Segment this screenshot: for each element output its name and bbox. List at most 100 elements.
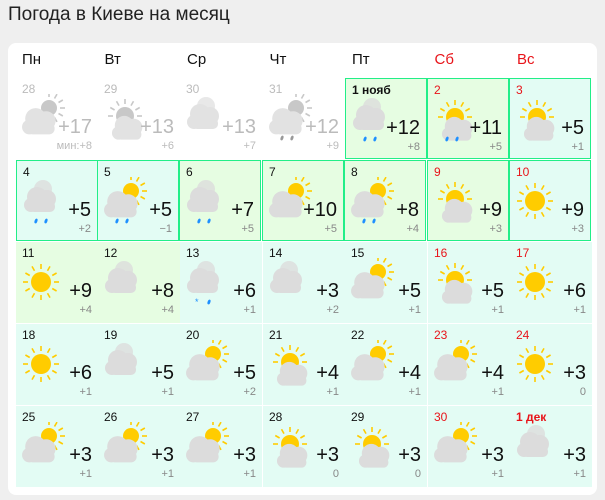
min-temperature: +1 [243,468,256,480]
max-temperature: +4 [481,362,504,384]
min-temperature: +1 [491,304,504,316]
min-temperature: +1 [161,468,174,480]
min-temperature: +3 [571,223,584,235]
day-date: 27 [186,410,200,424]
day-date: 25 [22,410,36,424]
cloud-rain-icon [353,98,385,142]
max-temperature: +3 [69,444,92,466]
day-date: 14 [269,246,283,260]
day-cell[interactable]: 9 +9 +3 [427,160,509,241]
cloud-icon [187,97,219,129]
max-temperature: +3 [563,444,586,466]
day-cell[interactable]: 17 +6 +1 [510,242,592,323]
max-temperature: +9 [561,199,584,221]
max-temperature: +8 [151,280,174,302]
day-cell[interactable]: 16 +5 +1 [428,242,510,323]
day-cell[interactable]: 29 +3 0 [345,406,427,487]
day-cell[interactable]: 14 +3 +2 [263,242,345,323]
cloud-icon [270,261,302,293]
max-temperature: +4 [398,362,421,384]
cloud-sun-icon [434,340,477,381]
min-temperature: +4 [79,304,92,316]
day-cell[interactable]: 25 +3 +1 [16,406,98,487]
day-cell[interactable]: 19 +5 +1 [98,324,180,405]
max-temperature: +17 [58,116,92,138]
day-cell[interactable]: 30 +3 +1 [428,406,510,487]
day-date: 18 [22,328,36,342]
day-cell[interactable]: 7 +10 +5 [262,160,344,241]
day-cell[interactable]: 5 +5 −1 [97,160,179,241]
day-cell[interactable]: 1 нояб +12 +8 [345,78,427,159]
max-temperature: +3 [316,444,339,466]
min-temperature: 0 [414,468,421,480]
max-temperature: +3 [398,444,421,466]
day-date: 8 [351,165,358,179]
day-date: 24 [516,328,530,342]
max-temperature: +3 [316,280,339,302]
max-temperature: +5 [233,362,256,384]
sun-cloud-icon [438,182,473,223]
max-temperature: +5 [398,280,421,302]
cloud-sun-icon [22,94,65,135]
min-temperature: +3 [489,223,502,235]
sun-icon [517,183,553,219]
max-temperature: +3 [233,444,256,466]
max-temperature: +12 [386,117,420,139]
cloud-snow-icon: * [187,261,219,307]
day-cell[interactable]: 6 +7 +5 [179,160,261,241]
cloud-sun-rain-icon [269,94,312,141]
weekday-header: Пт [352,51,370,68]
day-cell[interactable]: 23 +4 +1 [428,324,510,405]
day-date: 30 [186,82,200,96]
sun-cloud-icon [273,345,308,386]
day-cell[interactable]: 26 +3 +1 [98,406,180,487]
min-temperature: +1 [573,304,586,316]
day-cell[interactable]: 22 +4 +1 [345,324,427,405]
day-cell[interactable]: 2 +11 +5 [427,78,509,159]
day-cell[interactable]: 12 +8 +4 [98,242,180,323]
day-date: 28 [22,82,36,96]
cloud-sun-icon [186,422,229,463]
day-cell[interactable]: 11 +9 +4 [16,242,98,323]
day-cell[interactable]: 27 +3 +1 [180,406,262,487]
day-cell[interactable]: 4 +5 +2 [16,160,98,241]
max-temperature: +5 [149,199,172,221]
day-cell[interactable]: 13 * +6 +1 [180,242,262,323]
sun-icon [517,264,553,300]
day-date: 19 [104,328,118,342]
sun-icon [517,346,553,382]
max-temperature: +13 [140,116,174,138]
day-date: 12 [104,246,118,260]
day-cell[interactable]: 24 +3 0 [510,324,592,405]
sun-cloud-icon [273,427,308,468]
min-temperature: +9 [326,140,339,152]
day-cell[interactable]: 20 +5 +2 [180,324,262,405]
sun-cloud-rain-icon [438,100,473,142]
max-temperature: +11 [469,117,502,139]
min-temperature: +7 [243,140,256,152]
min-temperature: +5 [241,223,254,235]
sun-cloud-icon [520,100,555,141]
day-cell[interactable]: 28 +3 0 [263,406,345,487]
day-cell[interactable]: 1 дек +3 +1 [510,406,592,487]
max-temperature: +6 [233,280,256,302]
day-date: 5 [104,165,111,179]
min-temperature: 0 [579,386,586,398]
min-temperature: +1 [79,386,92,398]
cloud-sun-icon [104,422,147,463]
day-cell[interactable]: 18 +6 +1 [16,324,98,405]
min-temperature: +1 [408,304,421,316]
day-cell[interactable]: 15 +5 +1 [345,242,427,323]
max-temperature: +5 [151,362,174,384]
cloud-sun-icon [22,422,65,463]
min-temperature: +4 [161,304,174,316]
day-cell[interactable]: 10 +9 +3 [509,160,591,241]
day-date: 13 [186,246,200,260]
min-temperature: +1 [491,468,504,480]
day-cell[interactable]: 8 +8 +4 [344,160,426,241]
min-temperature: +5 [324,223,337,235]
day-cell[interactable]: 3 +5 +1 [509,78,591,159]
day-cell[interactable]: 21 +4 +1 [263,324,345,405]
day-date: 6 [186,165,193,179]
sun-cloud-icon [355,427,390,468]
